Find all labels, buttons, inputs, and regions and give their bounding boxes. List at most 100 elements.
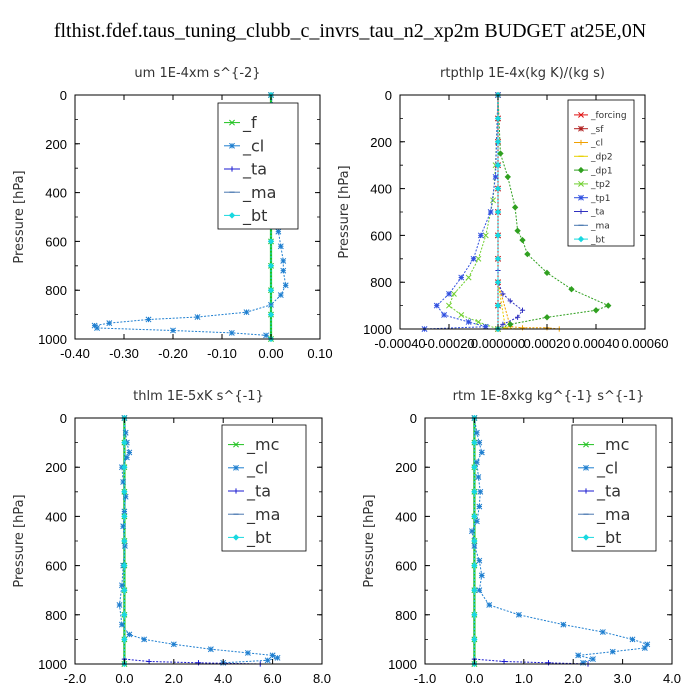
data-point [269, 652, 276, 659]
data-point [501, 658, 507, 665]
legend-marker [229, 119, 235, 126]
legend-label: _cl [596, 458, 618, 478]
data-point [473, 459, 480, 466]
data-point [263, 332, 270, 339]
y-tick-label: 1000 [363, 322, 392, 337]
legend-entry: _mc [578, 435, 629, 455]
data-point [590, 656, 596, 663]
data-point [515, 611, 522, 618]
x-tick-label: -0.00020 [423, 336, 474, 351]
legend-marker [577, 235, 585, 243]
legend: _forcing _sf _cl _dp2 _dp1 _tp2 _tp1 _ta _ma _bt [567, 99, 635, 247]
data-point [543, 269, 551, 277]
data-point [524, 250, 531, 258]
data-point [494, 208, 502, 216]
legend-marker [232, 534, 240, 541]
data-point [486, 602, 493, 608]
y-tick-label: 200 [45, 460, 67, 475]
y-axis-label: Pressure [hPa] [12, 170, 27, 263]
legend-marker [578, 180, 584, 187]
data-point [118, 582, 125, 589]
legend-label: _ta [590, 208, 605, 218]
legend-marker [233, 441, 239, 448]
data-point [465, 319, 472, 325]
legend-marker [583, 488, 589, 494]
series-tp1 [421, 92, 501, 332]
legend-label: _tp2 [590, 180, 610, 190]
x-tick-label: 2.0 [165, 671, 183, 686]
x-tick-label: 0.00 [258, 346, 283, 361]
data-point [519, 236, 526, 244]
data-point [268, 301, 274, 308]
data-point [194, 314, 201, 320]
legend-entry: _sf [574, 125, 604, 135]
data-point [121, 464, 128, 471]
y-axis-label: Pressure [hPa] [362, 494, 377, 587]
legend-entry: _dp1 [574, 166, 613, 176]
legend-label: _bt [590, 235, 605, 245]
data-point [468, 528, 475, 535]
data-point [471, 439, 478, 446]
data-point [494, 279, 502, 286]
data-point [458, 312, 465, 318]
data-point [116, 602, 123, 608]
data-point [609, 648, 616, 655]
data-point [121, 513, 128, 520]
data-point [641, 645, 648, 651]
data-point [482, 323, 489, 330]
data-point [494, 115, 502, 122]
data-point [482, 232, 489, 239]
data-point [519, 307, 526, 313]
legend: _mc _cl _ta _ma _bt [571, 424, 657, 552]
data-point [473, 429, 480, 436]
series-line [497, 95, 560, 330]
data-point [494, 255, 502, 262]
data-point [500, 291, 506, 297]
legend-entry: _ta [228, 482, 271, 502]
data-point [497, 150, 504, 157]
data-point [170, 641, 177, 648]
data-point [121, 611, 128, 618]
data-point [121, 508, 128, 515]
y-tick-label: 0 [410, 411, 417, 426]
data-point [121, 537, 128, 545]
legend-marker [583, 464, 589, 471]
x-tick-label: -0.30 [109, 346, 139, 361]
data-point [490, 197, 497, 204]
data-point [471, 562, 478, 569]
legend-label: _bt [242, 206, 267, 226]
legend-entry: _ta [574, 208, 605, 218]
data-point [545, 660, 552, 666]
y-tick-label: 600 [395, 559, 417, 574]
x-tick-label: 0.00020 [524, 336, 571, 351]
data-point [475, 474, 482, 480]
series-line [497, 94, 610, 330]
panel-rtpthlp: rtpthlp 1E-4x(kg K)/(kg s) Pressure [hPa]… [337, 66, 669, 351]
legend-label: _f [242, 113, 257, 133]
x-tick-label: 4.0 [214, 671, 232, 686]
data-point [543, 314, 551, 321]
data-point [122, 493, 129, 500]
data-point [122, 429, 129, 436]
data-point [446, 302, 452, 309]
y-tick-label: 400 [45, 509, 67, 524]
y-tick-label: 800 [45, 283, 67, 298]
y-tick-label: 800 [395, 608, 417, 623]
legend-marker [229, 142, 235, 149]
data-point [560, 621, 567, 628]
legend-entry: _ma [578, 505, 630, 525]
legend-marker [578, 111, 584, 118]
data-point [450, 290, 457, 297]
data-point [195, 660, 202, 666]
data-point [267, 238, 275, 245]
panel-rtm: rtm 1E-8xkg kg^{-1} s^{-1} Pressure [hPa]… [362, 389, 681, 686]
data-point [267, 262, 275, 269]
legend-label: _bt [596, 528, 621, 548]
y-tick-label: 600 [45, 234, 67, 249]
legend-entry: _forcing [574, 111, 627, 121]
legend-box [567, 99, 635, 247]
x-tick-label: 0.0 [115, 671, 133, 686]
data-point [477, 232, 484, 239]
legend-label: _mc [246, 435, 279, 455]
